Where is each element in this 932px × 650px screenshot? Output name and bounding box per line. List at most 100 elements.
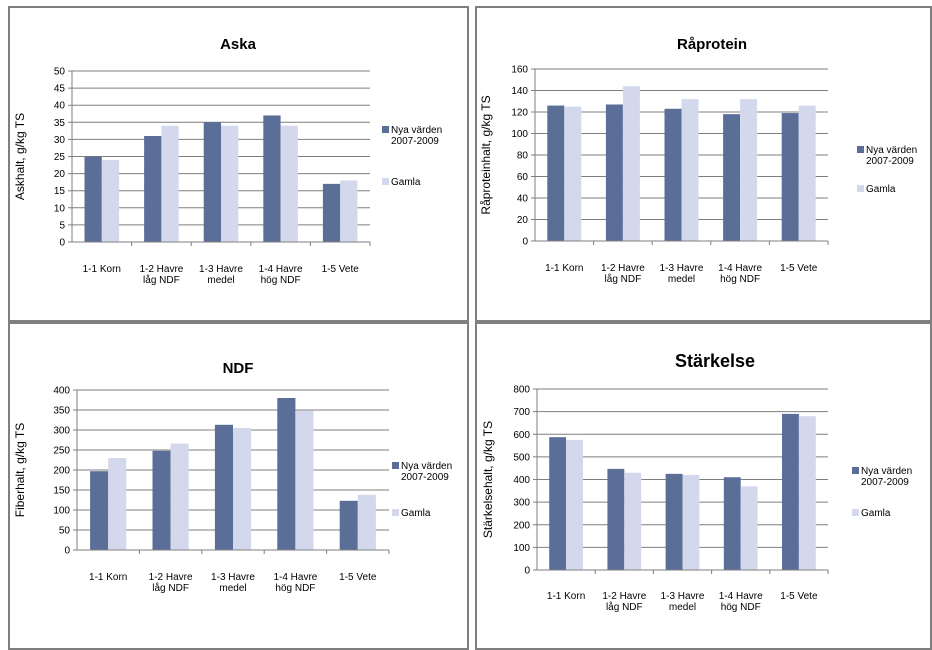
y-tick-label: 30	[54, 135, 66, 146]
x-tick-label: 1-2 Havre låg NDF	[149, 572, 193, 594]
legend-label: Gamla	[391, 177, 421, 188]
bar-gamla	[566, 439, 583, 570]
bar-gamla	[108, 458, 127, 550]
y-tick-label: 20	[517, 215, 529, 226]
legend-swatch	[857, 185, 864, 192]
chart-starkelse: Stärkelse 0 100 200 300 400 500 600 700 800 Stärke…	[481, 351, 912, 613]
y-tick-label: 800	[513, 385, 530, 396]
y-axis-label: Fiberhalt, g/kg TS	[13, 423, 27, 518]
x-tick-label: 1-4 Havre hög NDF	[719, 591, 763, 613]
bar-nya	[152, 450, 171, 550]
bar-gamla	[295, 410, 314, 550]
chart-ndf: NDF 0 50 100 150 200 250 300 350 400 Fiberhalt, g/…	[13, 360, 452, 594]
y-tick-label: 0	[59, 238, 65, 249]
bar-nya	[322, 183, 341, 242]
bar-nya	[664, 108, 682, 242]
y-tick-label: 40	[54, 101, 66, 112]
bar-nya	[144, 135, 162, 242]
legend-swatch	[382, 178, 389, 185]
x-tick-label: 1-4 Havre hög NDF	[259, 264, 303, 286]
y-tick-label: 35	[54, 118, 66, 129]
y-tick-label: 400	[53, 386, 70, 397]
y-tick-label: 20	[54, 169, 66, 180]
x-tick-label: 1-3 Havre medel	[211, 572, 255, 594]
y-tick-label: 400	[513, 475, 530, 486]
legend-label: Nya värden 2007-2009	[866, 145, 917, 167]
x-tick-label: 1-5 Vete	[780, 591, 818, 602]
x-tick-label: 1-1 Korn	[89, 572, 127, 583]
y-tick-label: 50	[54, 67, 66, 78]
y-tick-label: 100	[511, 129, 528, 140]
legend-swatch	[857, 146, 864, 153]
y-tick-label: 0	[64, 546, 70, 557]
x-tick-label: 1-2 Havre låg NDF	[602, 591, 646, 613]
legend-label: Nya värden 2007-2009	[391, 125, 442, 147]
bar-nya	[84, 156, 102, 242]
legend-label: Gamla	[401, 508, 431, 519]
legend-swatch	[392, 462, 399, 469]
y-tick-label: 140	[511, 86, 528, 97]
y-tick-label: 100	[53, 506, 70, 517]
chart-title: Aska	[220, 36, 257, 53]
bar-nya	[781, 113, 799, 241]
bar-nya	[90, 471, 109, 550]
x-tick-label: 1-5 Vete	[780, 263, 818, 274]
legend-swatch	[852, 467, 859, 474]
y-tick-label: 200	[53, 466, 70, 477]
bar-gamla	[170, 443, 189, 550]
bar-nya	[547, 105, 565, 241]
x-tick-label: 1-1 Korn	[547, 591, 585, 602]
chart-panel-starkelse: Stärkelse 0 100 200 300 400 500 600 700 800 Stärke…	[475, 322, 932, 650]
bar-nya	[723, 477, 741, 570]
y-tick-label: 40	[517, 194, 529, 205]
bar-gamla	[564, 106, 582, 241]
chart-aska: Aska 0 5 10 15 20 25 30 35 40 45 50 Askhalt, g/kg TS…	[13, 36, 442, 286]
x-tick-label: 1-2 Havre låg NDF	[139, 264, 183, 286]
bar-gamla	[101, 159, 120, 242]
y-tick-label: 0	[524, 566, 530, 577]
legend-swatch	[392, 509, 399, 516]
y-tick-label: 50	[59, 526, 71, 537]
bar-gamla	[357, 494, 376, 550]
legend-label: Gamla	[866, 184, 896, 195]
y-tick-label: 500	[513, 452, 530, 463]
x-tick-label: 1-3 Havre medel	[199, 264, 243, 286]
bar-gamla	[740, 486, 758, 570]
chart-raprotein: Råprotein 0 20 40 60 80 100 120 140 160 Råproteinh…	[479, 36, 917, 285]
x-tick-label: 1-3 Havre medel	[661, 591, 705, 613]
bar-nya	[605, 104, 623, 241]
y-axis-label: Råproteinhalt, g/kg TS	[479, 95, 493, 214]
chart-panel-aska: Aska 0 5 10 15 20 25 30 35 40 45 50 Askhalt, g/kg TS…	[8, 6, 469, 322]
y-tick-label: 60	[517, 172, 529, 183]
bar-nya	[549, 437, 567, 570]
x-tick-label: 1-5 Vete	[339, 572, 377, 583]
y-axis-label: Askhalt, g/kg TS	[13, 113, 27, 200]
y-tick-label: 150	[53, 486, 70, 497]
chart-title: Råprotein	[677, 36, 747, 53]
bar-gamla	[221, 125, 239, 242]
bar-nya	[607, 468, 625, 570]
bar-gamla	[340, 180, 358, 242]
y-tick-label: 10	[54, 203, 66, 214]
bar-nya	[214, 424, 233, 550]
bar-nya	[665, 473, 683, 570]
bar-gamla	[233, 428, 252, 550]
y-tick-label: 80	[517, 151, 529, 162]
y-tick-label: 300	[513, 498, 530, 509]
bar-gamla	[622, 86, 640, 241]
chart-panel-ndf: NDF 0 50 100 150 200 250 300 350 400 Fiberhalt, g/…	[8, 322, 469, 650]
chart-panel-raprotein: Råprotein 0 20 40 60 80 100 120 140 160 Råproteinh…	[475, 6, 932, 322]
chart-title: NDF	[223, 360, 254, 377]
y-tick-label: 250	[53, 446, 70, 457]
bar-nya	[723, 114, 741, 241]
legend-label: Nya värden 2007-2009	[401, 461, 452, 483]
bar-gamla	[280, 125, 298, 242]
bar-gamla	[681, 99, 699, 241]
bar-gamla	[798, 416, 816, 570]
y-tick-label: 600	[513, 430, 530, 441]
legend-swatch	[852, 509, 859, 516]
bar-nya	[339, 500, 358, 550]
y-tick-label: 700	[513, 407, 530, 418]
y-tick-label: 5	[59, 220, 65, 231]
y-tick-label: 15	[54, 186, 66, 197]
